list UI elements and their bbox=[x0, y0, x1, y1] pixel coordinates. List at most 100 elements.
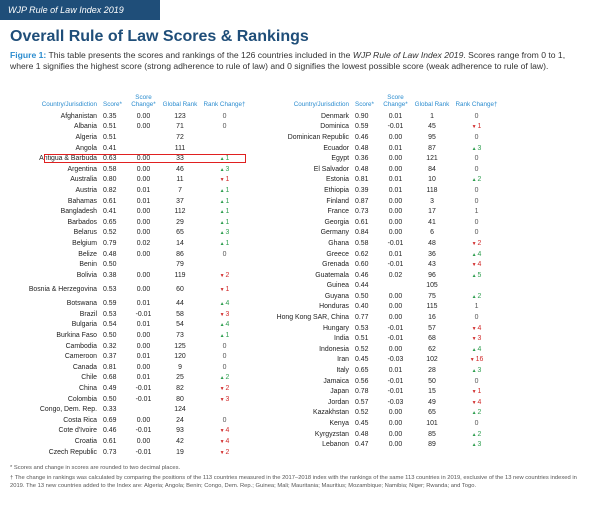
country-cell: Ecuador bbox=[323, 144, 349, 152]
global-rank-cell: 3 bbox=[430, 197, 434, 205]
rank-change-cell: ▲1 bbox=[199, 238, 250, 249]
rank-change-cell: 0 bbox=[451, 376, 502, 387]
table-row: Belgium 0.79 0.02 14 ▲1 bbox=[10, 238, 250, 249]
rank-change-cell bbox=[199, 259, 250, 270]
table-row: Argentina 0.58 0.00 46 ▲3 bbox=[10, 164, 250, 175]
score-cell: 0.48 bbox=[355, 430, 369, 438]
table-row: Botswana 0.59 0.01 44 ▲4 bbox=[10, 299, 250, 310]
country-cell: Greece bbox=[326, 250, 349, 258]
rank-change-value: 4 bbox=[477, 250, 482, 258]
triangle-up-icon: ▲ bbox=[471, 272, 477, 279]
score-change-cell: 0.00 bbox=[388, 430, 403, 438]
score-change-cell: 0.02 bbox=[136, 239, 151, 247]
global-rank-cell: 25 bbox=[176, 374, 184, 382]
rank-change-cell: 0 bbox=[199, 351, 250, 362]
score-cell: 0.73 bbox=[355, 208, 369, 216]
table-row: Belarus 0.52 0.00 65 ▲3 bbox=[10, 228, 250, 239]
country-cell: Antigua & Barbuda bbox=[39, 155, 97, 163]
col-header-score-change: Score Change* bbox=[131, 94, 156, 108]
score-change-cell: 0.00 bbox=[388, 420, 403, 428]
rank-change-value: 3 bbox=[225, 310, 230, 318]
rank-change-cell: 0 bbox=[199, 341, 250, 352]
page-title: Overall Rule of Law Scores & Rankings bbox=[10, 28, 309, 45]
table-row: Iran 0.45 -0.03 102 ▼16 bbox=[262, 355, 502, 366]
country-cell: Costa Rica bbox=[63, 416, 97, 424]
rank-change-cell: ▲4 bbox=[199, 299, 250, 310]
score-cell: 0.80 bbox=[103, 176, 117, 184]
table-row: Egypt 0.36 0.00 121 0 bbox=[262, 153, 502, 164]
rank-change-cell: ▲3 bbox=[451, 365, 502, 376]
country-cell: Bangladesh bbox=[60, 208, 97, 216]
rank-change-value: 2 bbox=[477, 239, 482, 247]
table-row: Bosnia & Herzegovina 0.53 0.00 60 ▼1 bbox=[10, 281, 250, 299]
rank-change-cell: 0 bbox=[451, 185, 502, 196]
country-cell: Kyrgyzstan bbox=[314, 430, 349, 438]
table-row: Congo, Dem. Rep. 0.33 124 bbox=[10, 404, 250, 415]
rank-change-cell: 0 bbox=[451, 153, 502, 164]
col-header-rank-change: Rank Change† bbox=[203, 101, 246, 108]
global-rank-cell: 14 bbox=[176, 239, 184, 247]
triangle-up-icon: ▲ bbox=[219, 240, 225, 247]
global-rank-cell: 95 bbox=[428, 133, 436, 141]
col-header-country: Country/Jurisdiction bbox=[293, 101, 349, 108]
triangle-up-icon: ▲ bbox=[219, 198, 225, 205]
score-change-cell bbox=[378, 281, 413, 292]
global-rank-cell: 86 bbox=[176, 250, 184, 258]
country-cell: Burkina Faso bbox=[56, 332, 97, 340]
rank-change-value: 4 bbox=[225, 427, 230, 435]
score-change-cell: 0.00 bbox=[136, 416, 151, 424]
global-rank-cell: 71 bbox=[176, 123, 184, 131]
col-header-rank-change: Rank Change† bbox=[455, 101, 498, 108]
table-row: Cote d'Ivoire 0.46 -0.01 93 ▼4 bbox=[10, 426, 250, 437]
global-rank-cell: 89 bbox=[428, 441, 436, 449]
triangle-up-icon: ▲ bbox=[471, 251, 477, 258]
rank-change-cell: 0 bbox=[199, 362, 250, 373]
table-row: Bahamas 0.61 0.01 37 ▲1 bbox=[10, 196, 250, 207]
country-cell: Cameroon bbox=[64, 353, 97, 361]
score-cell: 0.36 bbox=[355, 155, 369, 163]
triangle-down-icon: ▼ bbox=[471, 389, 477, 396]
triangle-up-icon: ▲ bbox=[219, 322, 225, 329]
triangle-up-icon: ▲ bbox=[471, 293, 477, 300]
rank-change-value: 3 bbox=[225, 165, 230, 173]
global-rank-cell: 65 bbox=[176, 229, 184, 237]
score-cell: 0.50 bbox=[103, 332, 117, 340]
triangle-up-icon: ▲ bbox=[219, 230, 225, 237]
rank-change-cell: ▼3 bbox=[199, 394, 250, 405]
col-header-score-change: Score Change* bbox=[383, 94, 408, 108]
rank-change-value: 1 bbox=[225, 218, 230, 226]
rank-change-cell: ▲1 bbox=[199, 206, 250, 217]
score-cell: 0.84 bbox=[355, 229, 369, 237]
rank-change-cell bbox=[451, 281, 502, 292]
global-rank-cell: 85 bbox=[428, 430, 436, 438]
country-cell: Grenada bbox=[322, 261, 349, 269]
country-cell: Ghana bbox=[328, 239, 349, 247]
global-rank-cell: 125 bbox=[174, 342, 186, 350]
global-rank-cell: 50 bbox=[428, 377, 436, 385]
rank-change-value: 4 bbox=[477, 324, 482, 332]
rank-change-value: 3 bbox=[225, 395, 230, 403]
score-change-cell bbox=[126, 404, 161, 415]
rank-change-cell: ▲5 bbox=[451, 270, 502, 281]
triangle-down-icon: ▼ bbox=[219, 272, 225, 279]
country-cell: Dominican Republic bbox=[287, 133, 349, 141]
global-rank-cell: 62 bbox=[428, 345, 436, 353]
table-row: France 0.73 0.00 17 1 bbox=[262, 206, 502, 217]
score-cell: 0.52 bbox=[103, 229, 117, 237]
global-rank-cell: 119 bbox=[174, 271, 186, 279]
col-header-global-rank: Global Rank bbox=[162, 101, 198, 108]
score-cell: 0.46 bbox=[103, 427, 117, 435]
country-cell: Georgia bbox=[324, 218, 349, 226]
rank-change-cell: ▲2 bbox=[451, 408, 502, 419]
score-change-cell: 0.01 bbox=[136, 353, 151, 361]
table-row: Finland 0.87 0.00 3 0 bbox=[262, 196, 502, 207]
table-row: Germany 0.84 0.00 6 0 bbox=[262, 228, 502, 239]
global-rank-cell: 54 bbox=[176, 321, 184, 329]
score-change-cell: 0.01 bbox=[388, 144, 403, 152]
triangle-up-icon: ▲ bbox=[219, 209, 225, 216]
score-change-cell: 0.00 bbox=[388, 409, 403, 417]
country-cell: Estonia bbox=[326, 176, 349, 184]
country-cell: Bolivia bbox=[76, 271, 97, 279]
rank-change-value: 5 bbox=[477, 271, 482, 279]
rank-change-value: 0 bbox=[222, 250, 227, 258]
